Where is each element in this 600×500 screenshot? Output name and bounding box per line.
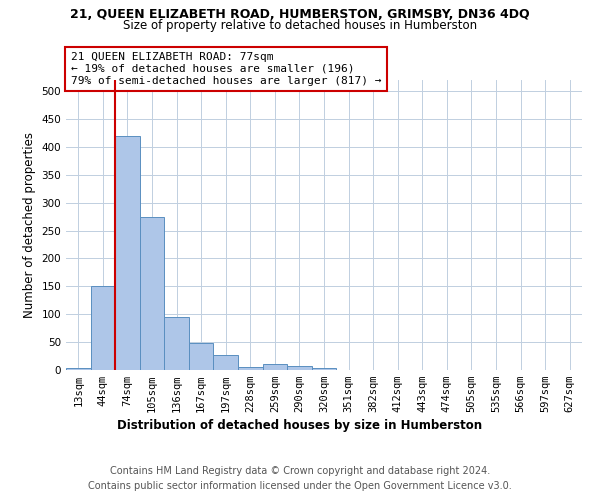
Bar (312, 368, 336, 370)
Bar (214, 355, 238, 370)
Bar (91, 286, 115, 370)
Text: Contains public sector information licensed under the Open Government Licence v3: Contains public sector information licen… (88, 481, 512, 491)
Bar (263, 364, 287, 370)
Bar (140, 216, 164, 370)
Bar (66, 368, 91, 370)
Bar (189, 343, 214, 370)
Y-axis label: Number of detached properties: Number of detached properties (23, 132, 36, 318)
Bar (115, 136, 140, 370)
Bar (164, 317, 189, 370)
Bar (287, 366, 312, 370)
Text: Size of property relative to detached houses in Humberston: Size of property relative to detached ho… (123, 19, 477, 32)
Text: 21, QUEEN ELIZABETH ROAD, HUMBERSTON, GRIMSBY, DN36 4DQ: 21, QUEEN ELIZABETH ROAD, HUMBERSTON, GR… (70, 8, 530, 20)
Bar (238, 366, 263, 370)
Text: Distribution of detached houses by size in Humberston: Distribution of detached houses by size … (118, 420, 482, 432)
Text: 21 QUEEN ELIZABETH ROAD: 77sqm
← 19% of detached houses are smaller (196)
79% of: 21 QUEEN ELIZABETH ROAD: 77sqm ← 19% of … (71, 52, 382, 86)
Text: Contains HM Land Registry data © Crown copyright and database right 2024.: Contains HM Land Registry data © Crown c… (110, 466, 490, 476)
